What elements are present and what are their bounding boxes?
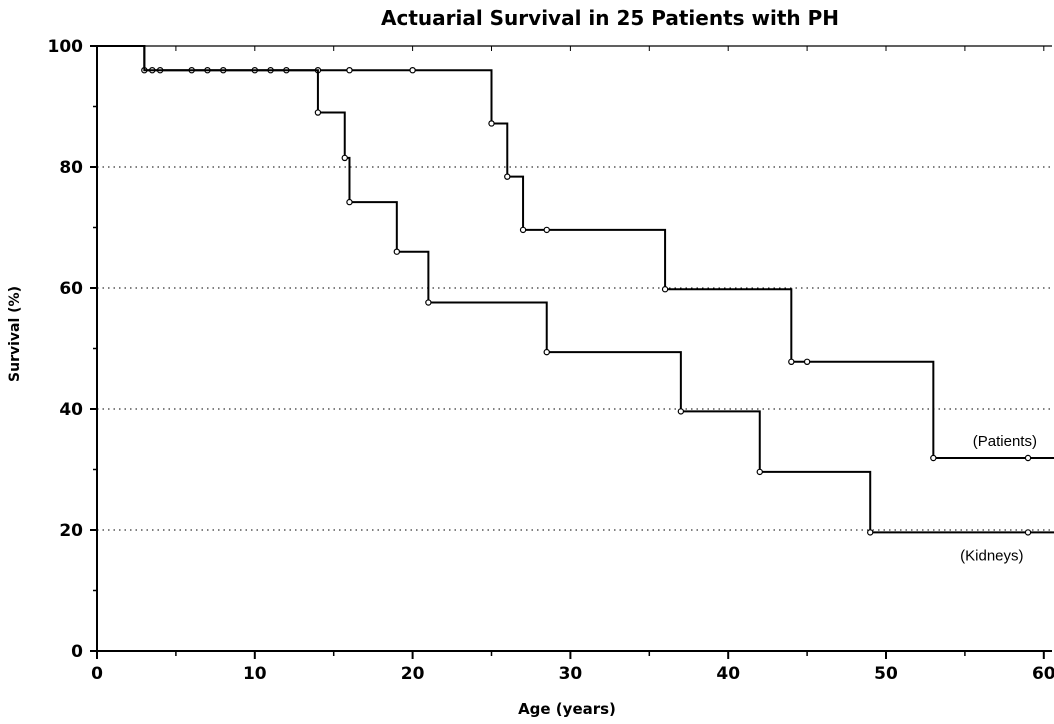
y-tick-label: 60 — [59, 279, 83, 299]
series-line-patients — [97, 45, 1054, 460]
data-point-patients — [488, 120, 495, 127]
x-axis-label: Age (years) — [518, 700, 616, 718]
data-point-patients — [803, 358, 811, 366]
chart-title: Actuarial Survival in 25 Patients with P… — [380, 6, 840, 30]
y-tick-label: 0 — [71, 642, 83, 662]
data-point-kidneys — [677, 408, 685, 415]
y-tick-label: 80 — [59, 158, 83, 178]
x-tick-label: 10 — [243, 664, 267, 684]
y-tick-label: 20 — [59, 521, 83, 541]
data-point-patients — [409, 66, 416, 74]
x-tick-label: 50 — [874, 664, 898, 684]
data-point-patients — [346, 66, 353, 74]
data-point-patients — [930, 454, 937, 462]
x-tick-label: 0 — [91, 664, 103, 684]
data-point-kidneys — [393, 248, 401, 255]
data-point-patients — [543, 226, 550, 234]
x-tick-label: 20 — [401, 664, 425, 684]
data-point-kidneys — [341, 154, 348, 162]
data-point-kidneys — [867, 529, 874, 536]
y-tick-label: 100 — [48, 37, 84, 57]
data-point-kidneys — [756, 468, 763, 476]
data-point-patients — [504, 173, 511, 180]
data-point-kidneys — [543, 348, 550, 356]
data-point-patients — [519, 226, 527, 234]
data-point-kidneys — [1024, 529, 1032, 536]
data-point-kidneys — [346, 198, 353, 206]
data-point-patients — [1024, 454, 1032, 462]
series-label-patients: (Patients) — [973, 433, 1037, 450]
data-point-patients — [661, 286, 669, 293]
data-point-kidneys — [425, 299, 432, 306]
series-line-kidneys — [97, 45, 1054, 534]
series-label-kidneys: (Kidneys) — [960, 547, 1023, 564]
y-tick-label: 40 — [59, 400, 83, 420]
x-tick-label: 40 — [716, 664, 740, 684]
data-point-kidneys — [314, 109, 322, 116]
data-point-patients — [788, 358, 795, 366]
x-tick-label: 30 — [559, 664, 583, 684]
x-tick-label: 60 — [1032, 664, 1054, 684]
